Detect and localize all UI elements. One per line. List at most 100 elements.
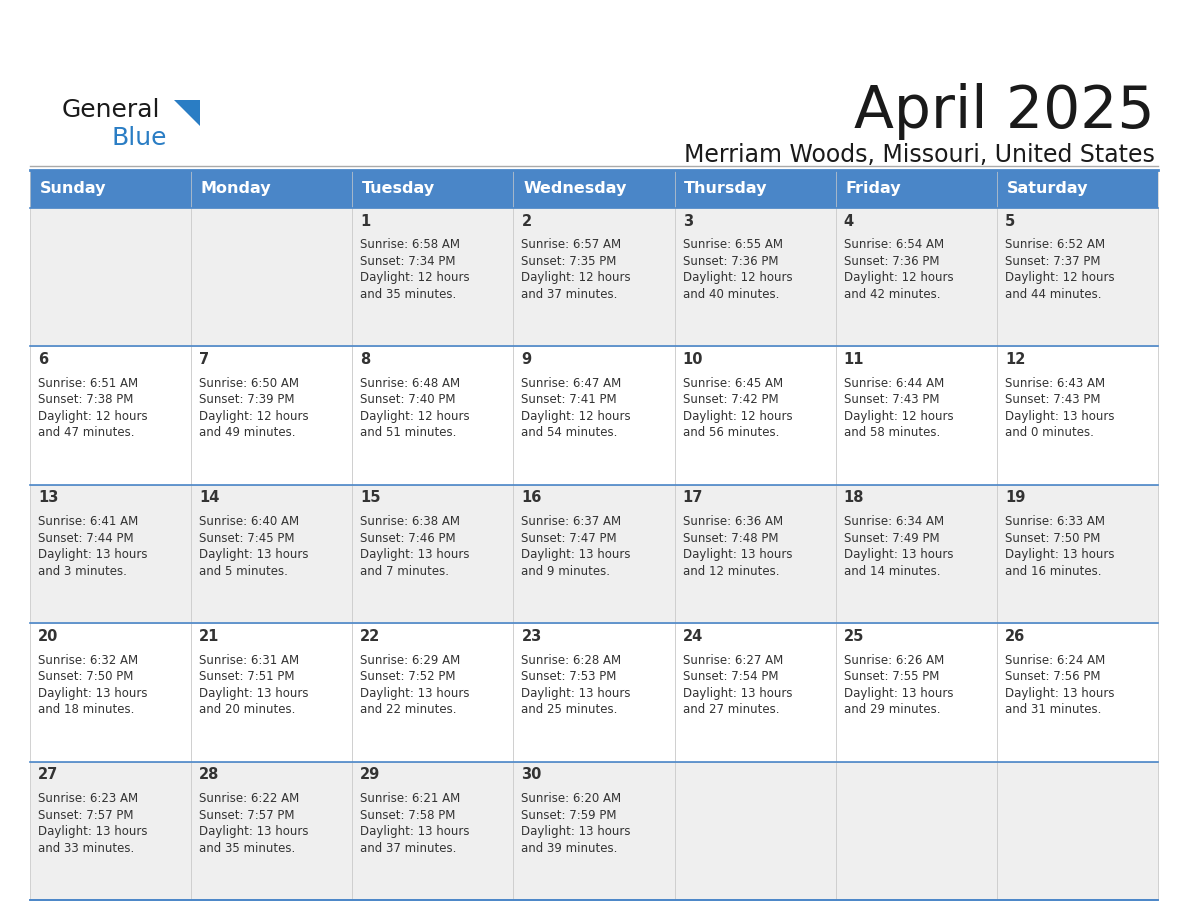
- Text: 17: 17: [683, 490, 703, 505]
- Bar: [191, 170, 353, 208]
- Text: Sunrise: 6:27 AM
Sunset: 7:54 PM
Daylight: 13 hours
and 27 minutes.: Sunrise: 6:27 AM Sunset: 7:54 PM Dayligh…: [683, 654, 792, 716]
- Bar: [997, 762, 1158, 900]
- Bar: [191, 762, 353, 900]
- Text: 4: 4: [843, 214, 854, 229]
- Text: 1: 1: [360, 214, 371, 229]
- Text: 15: 15: [360, 490, 381, 505]
- Bar: [30, 762, 191, 900]
- Text: General: General: [62, 98, 160, 122]
- Bar: [513, 762, 675, 900]
- Text: 30: 30: [522, 767, 542, 782]
- Bar: [353, 170, 513, 208]
- Bar: [353, 346, 513, 485]
- Text: 9: 9: [522, 352, 531, 367]
- Bar: [191, 208, 353, 346]
- Text: 13: 13: [38, 490, 58, 505]
- Text: Sunrise: 6:31 AM
Sunset: 7:51 PM
Daylight: 13 hours
and 20 minutes.: Sunrise: 6:31 AM Sunset: 7:51 PM Dayligh…: [200, 654, 309, 716]
- Text: 23: 23: [522, 629, 542, 644]
- Bar: [513, 485, 675, 623]
- Text: Sunrise: 6:38 AM
Sunset: 7:46 PM
Daylight: 13 hours
and 7 minutes.: Sunrise: 6:38 AM Sunset: 7:46 PM Dayligh…: [360, 515, 469, 577]
- Bar: [835, 762, 997, 900]
- Text: 21: 21: [200, 629, 220, 644]
- Text: 29: 29: [360, 767, 380, 782]
- Text: 8: 8: [360, 352, 371, 367]
- Text: 26: 26: [1005, 629, 1025, 644]
- Text: Sunrise: 6:40 AM
Sunset: 7:45 PM
Daylight: 13 hours
and 5 minutes.: Sunrise: 6:40 AM Sunset: 7:45 PM Dayligh…: [200, 515, 309, 577]
- Text: 20: 20: [38, 629, 58, 644]
- Bar: [675, 346, 835, 485]
- Bar: [835, 208, 997, 346]
- Text: Saturday: Saturday: [1006, 182, 1088, 196]
- Bar: [997, 485, 1158, 623]
- Bar: [675, 170, 835, 208]
- Text: Tuesday: Tuesday: [362, 182, 435, 196]
- Text: Friday: Friday: [846, 182, 901, 196]
- Bar: [513, 208, 675, 346]
- Text: 14: 14: [200, 490, 220, 505]
- Bar: [353, 208, 513, 346]
- Text: Sunrise: 6:45 AM
Sunset: 7:42 PM
Daylight: 12 hours
and 56 minutes.: Sunrise: 6:45 AM Sunset: 7:42 PM Dayligh…: [683, 377, 792, 440]
- Text: Sunrise: 6:22 AM
Sunset: 7:57 PM
Daylight: 13 hours
and 35 minutes.: Sunrise: 6:22 AM Sunset: 7:57 PM Dayligh…: [200, 792, 309, 855]
- Bar: [513, 623, 675, 762]
- Text: 12: 12: [1005, 352, 1025, 367]
- Bar: [835, 623, 997, 762]
- Bar: [675, 208, 835, 346]
- Bar: [675, 623, 835, 762]
- Bar: [997, 208, 1158, 346]
- Text: 6: 6: [38, 352, 49, 367]
- Text: 11: 11: [843, 352, 865, 367]
- Bar: [997, 623, 1158, 762]
- Text: Sunrise: 6:20 AM
Sunset: 7:59 PM
Daylight: 13 hours
and 39 minutes.: Sunrise: 6:20 AM Sunset: 7:59 PM Dayligh…: [522, 792, 631, 855]
- Text: 19: 19: [1005, 490, 1025, 505]
- Text: Sunrise: 6:33 AM
Sunset: 7:50 PM
Daylight: 13 hours
and 16 minutes.: Sunrise: 6:33 AM Sunset: 7:50 PM Dayligh…: [1005, 515, 1114, 577]
- Bar: [191, 346, 353, 485]
- Text: Sunrise: 6:29 AM
Sunset: 7:52 PM
Daylight: 13 hours
and 22 minutes.: Sunrise: 6:29 AM Sunset: 7:52 PM Dayligh…: [360, 654, 469, 716]
- Bar: [513, 170, 675, 208]
- Text: 10: 10: [683, 352, 703, 367]
- Bar: [513, 346, 675, 485]
- Text: 27: 27: [38, 767, 58, 782]
- Text: 22: 22: [360, 629, 380, 644]
- Bar: [191, 485, 353, 623]
- Text: Sunrise: 6:54 AM
Sunset: 7:36 PM
Daylight: 12 hours
and 42 minutes.: Sunrise: 6:54 AM Sunset: 7:36 PM Dayligh…: [843, 239, 954, 301]
- Text: 18: 18: [843, 490, 865, 505]
- Text: Blue: Blue: [112, 126, 168, 150]
- Bar: [353, 762, 513, 900]
- Text: Monday: Monday: [201, 182, 271, 196]
- Text: Sunrise: 6:41 AM
Sunset: 7:44 PM
Daylight: 13 hours
and 3 minutes.: Sunrise: 6:41 AM Sunset: 7:44 PM Dayligh…: [38, 515, 147, 577]
- Text: Sunday: Sunday: [39, 182, 106, 196]
- Bar: [997, 346, 1158, 485]
- Bar: [30, 208, 191, 346]
- Text: Sunrise: 6:47 AM
Sunset: 7:41 PM
Daylight: 12 hours
and 54 minutes.: Sunrise: 6:47 AM Sunset: 7:41 PM Dayligh…: [522, 377, 631, 440]
- Text: Wednesday: Wednesday: [523, 182, 626, 196]
- Bar: [30, 170, 191, 208]
- Text: Sunrise: 6:51 AM
Sunset: 7:38 PM
Daylight: 12 hours
and 47 minutes.: Sunrise: 6:51 AM Sunset: 7:38 PM Dayligh…: [38, 377, 147, 440]
- Text: 25: 25: [843, 629, 864, 644]
- Text: Sunrise: 6:50 AM
Sunset: 7:39 PM
Daylight: 12 hours
and 49 minutes.: Sunrise: 6:50 AM Sunset: 7:39 PM Dayligh…: [200, 377, 309, 440]
- Text: Sunrise: 6:23 AM
Sunset: 7:57 PM
Daylight: 13 hours
and 33 minutes.: Sunrise: 6:23 AM Sunset: 7:57 PM Dayligh…: [38, 792, 147, 855]
- Text: 28: 28: [200, 767, 220, 782]
- Text: Sunrise: 6:58 AM
Sunset: 7:34 PM
Daylight: 12 hours
and 35 minutes.: Sunrise: 6:58 AM Sunset: 7:34 PM Dayligh…: [360, 239, 470, 301]
- Text: Sunrise: 6:52 AM
Sunset: 7:37 PM
Daylight: 12 hours
and 44 minutes.: Sunrise: 6:52 AM Sunset: 7:37 PM Dayligh…: [1005, 239, 1114, 301]
- Text: 7: 7: [200, 352, 209, 367]
- Text: Sunrise: 6:55 AM
Sunset: 7:36 PM
Daylight: 12 hours
and 40 minutes.: Sunrise: 6:55 AM Sunset: 7:36 PM Dayligh…: [683, 239, 792, 301]
- Text: Thursday: Thursday: [684, 182, 767, 196]
- Text: Sunrise: 6:21 AM
Sunset: 7:58 PM
Daylight: 13 hours
and 37 minutes.: Sunrise: 6:21 AM Sunset: 7:58 PM Dayligh…: [360, 792, 469, 855]
- Bar: [835, 170, 997, 208]
- Bar: [353, 623, 513, 762]
- Text: Sunrise: 6:34 AM
Sunset: 7:49 PM
Daylight: 13 hours
and 14 minutes.: Sunrise: 6:34 AM Sunset: 7:49 PM Dayligh…: [843, 515, 953, 577]
- Text: 24: 24: [683, 629, 703, 644]
- Bar: [30, 623, 191, 762]
- Text: Sunrise: 6:32 AM
Sunset: 7:50 PM
Daylight: 13 hours
and 18 minutes.: Sunrise: 6:32 AM Sunset: 7:50 PM Dayligh…: [38, 654, 147, 716]
- Text: 5: 5: [1005, 214, 1016, 229]
- Text: Sunrise: 6:36 AM
Sunset: 7:48 PM
Daylight: 13 hours
and 12 minutes.: Sunrise: 6:36 AM Sunset: 7:48 PM Dayligh…: [683, 515, 792, 577]
- Text: 16: 16: [522, 490, 542, 505]
- Bar: [30, 346, 191, 485]
- Bar: [835, 346, 997, 485]
- Text: Sunrise: 6:26 AM
Sunset: 7:55 PM
Daylight: 13 hours
and 29 minutes.: Sunrise: 6:26 AM Sunset: 7:55 PM Dayligh…: [843, 654, 953, 716]
- Text: 2: 2: [522, 214, 531, 229]
- Bar: [191, 623, 353, 762]
- Text: Sunrise: 6:37 AM
Sunset: 7:47 PM
Daylight: 13 hours
and 9 minutes.: Sunrise: 6:37 AM Sunset: 7:47 PM Dayligh…: [522, 515, 631, 577]
- Bar: [835, 485, 997, 623]
- Bar: [675, 485, 835, 623]
